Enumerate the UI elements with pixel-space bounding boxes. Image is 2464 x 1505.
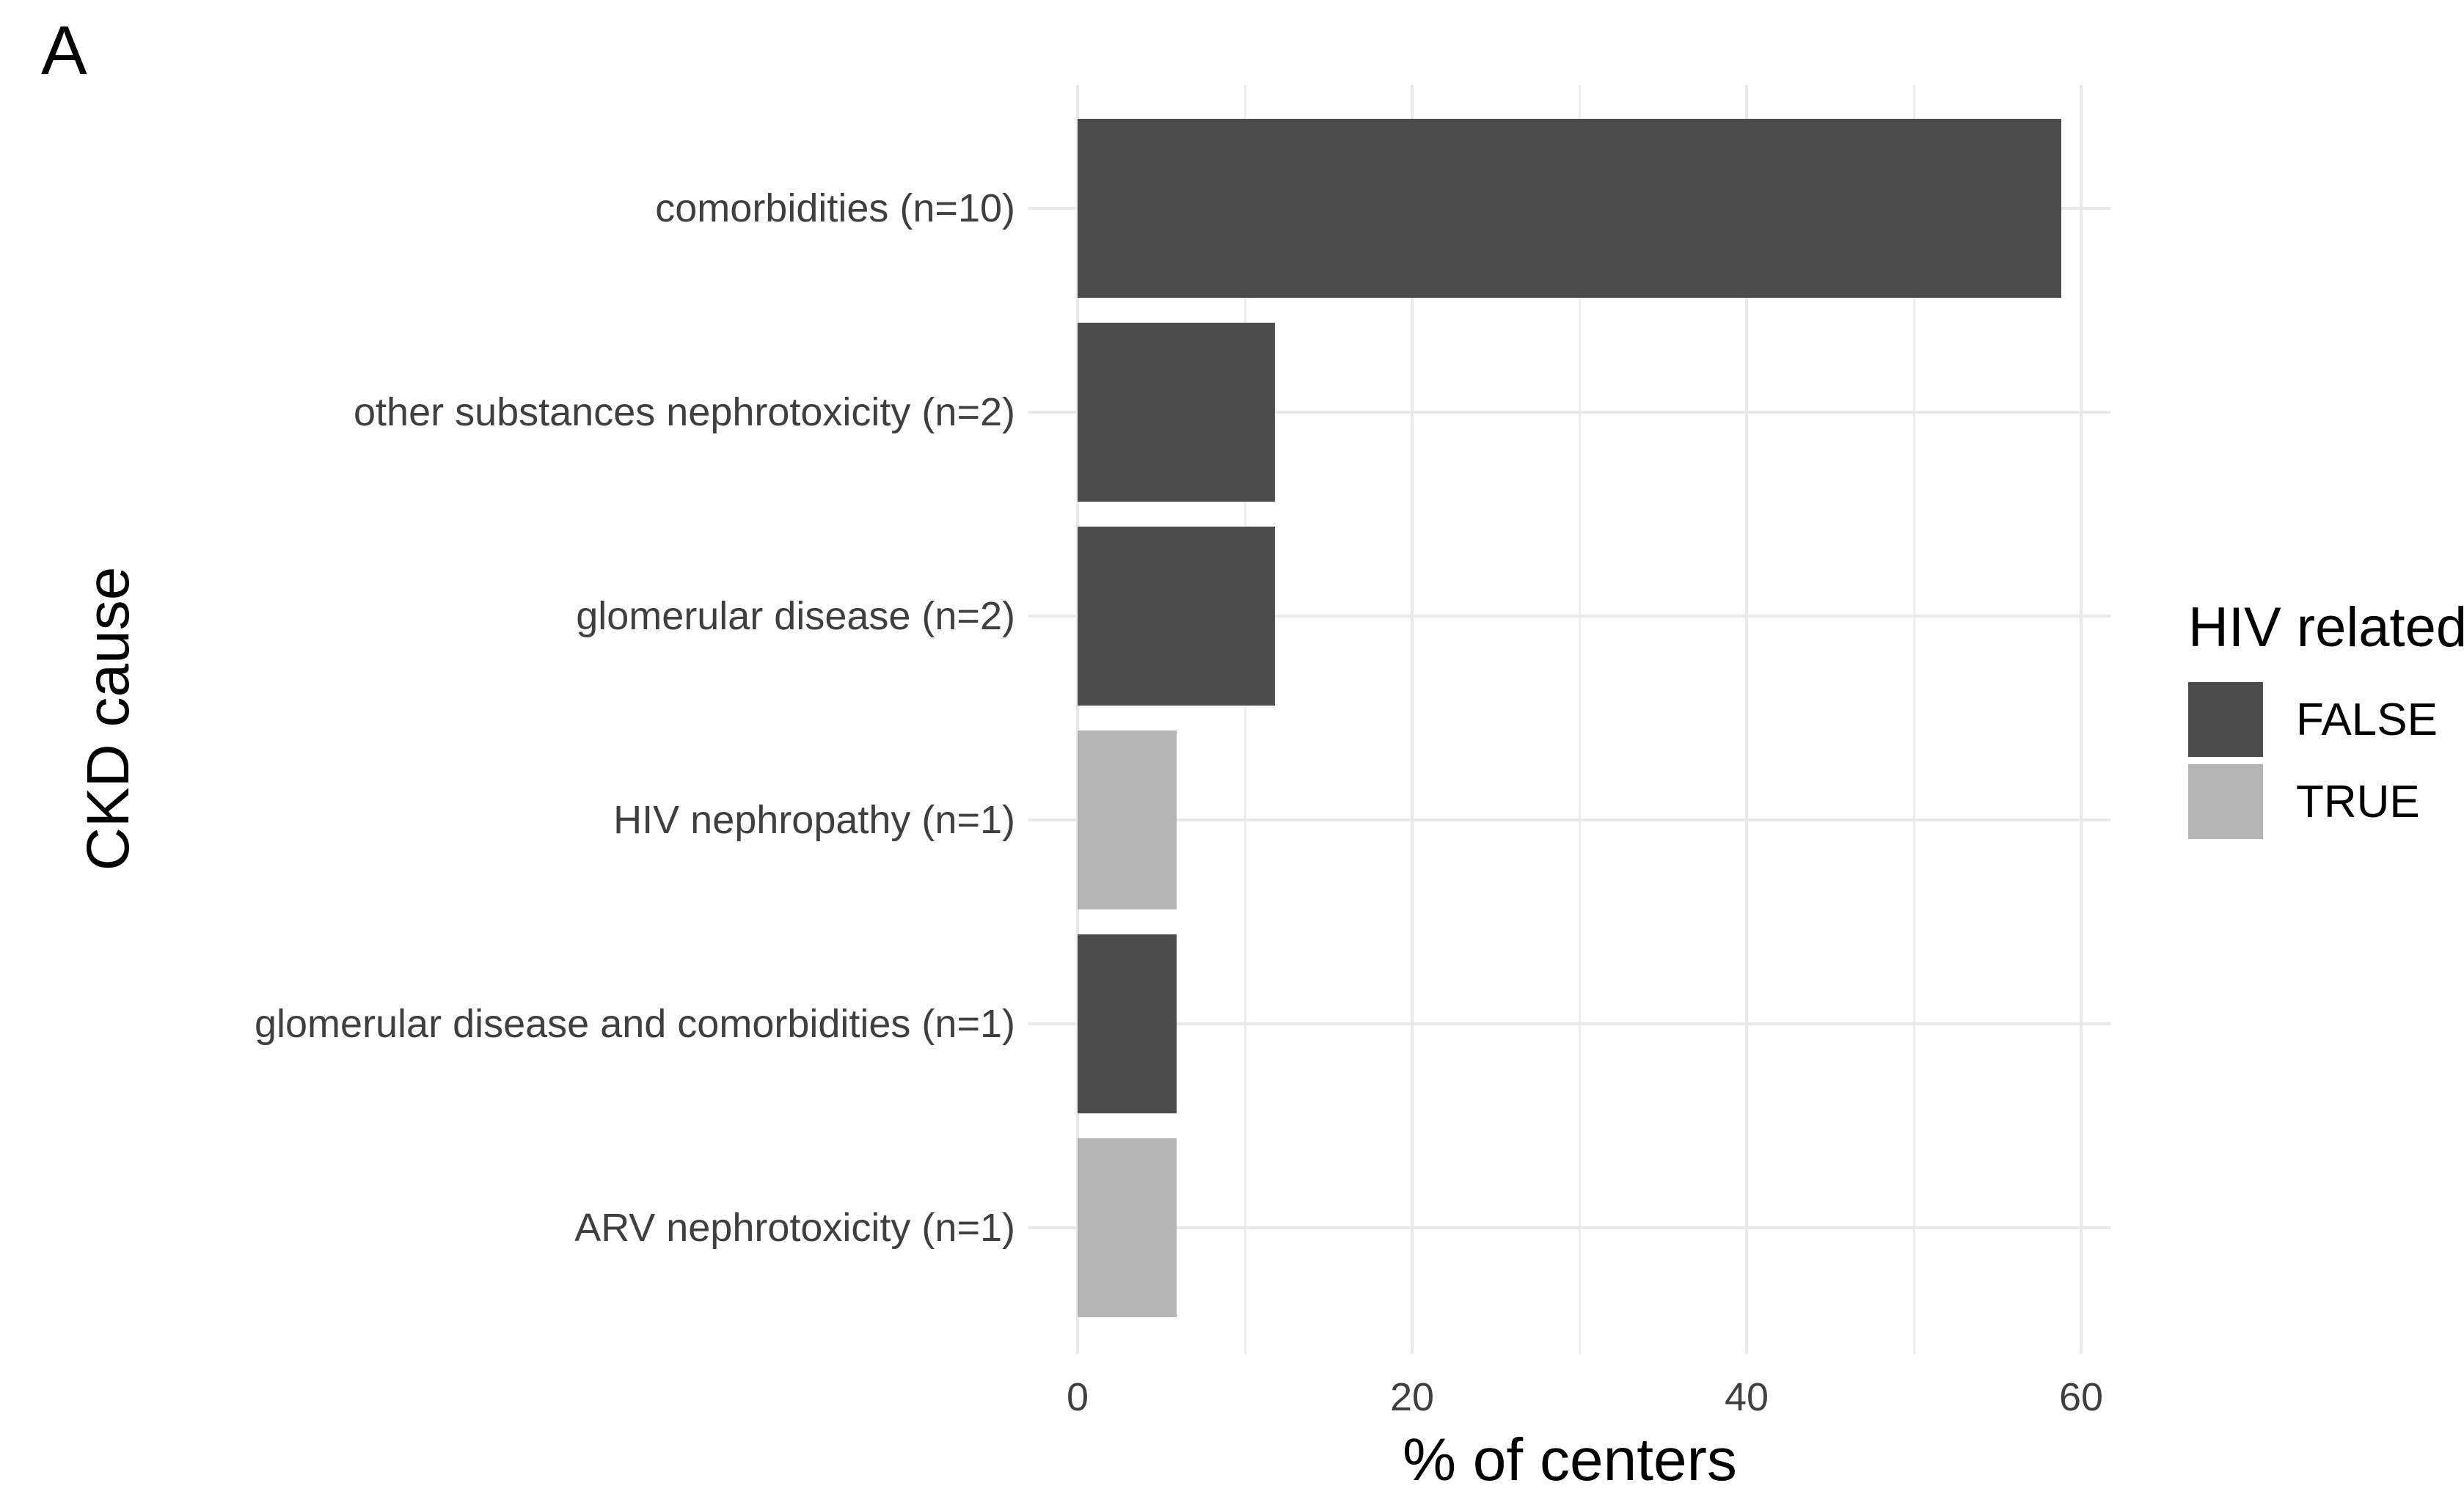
- x-axis-title: % of centers: [1403, 1427, 1737, 1493]
- legend-entry-label: TRUE: [2296, 776, 2420, 827]
- legend-key-swatch: [2188, 682, 2263, 757]
- legend-entry: FALSE: [2188, 682, 2464, 757]
- legend-title: HIV related: [2188, 596, 2464, 659]
- major-gridline: [1411, 85, 1414, 1354]
- y-axis-label: HIV nephropathy (n=1): [613, 798, 1015, 842]
- legend-entries: FALSE TRUE: [2188, 682, 2464, 839]
- plot-panel: [1028, 85, 2110, 1354]
- x-axis-tick-label: 40: [1724, 1375, 1769, 1419]
- x-axis-tick-label: 60: [2058, 1375, 2104, 1419]
- y-axis-label: glomerular disease and comorbidities (n=…: [254, 1002, 1015, 1046]
- bar: [1078, 323, 1276, 502]
- x-axis-tick-label: 20: [1389, 1375, 1435, 1419]
- y-axis-label: ARV nephrotoxicity (n=1): [574, 1206, 1015, 1250]
- legend-entry-label: FALSE: [2296, 694, 2438, 745]
- legend: HIV related FALSE TRUE: [2188, 600, 2464, 846]
- category-gridline: [1028, 411, 2110, 414]
- category-gridline: [1028, 1226, 2110, 1229]
- minor-gridline: [1578, 85, 1581, 1354]
- panel-tag: A: [41, 12, 87, 89]
- major-gridline: [2080, 85, 2083, 1354]
- y-axis-title: CKD cause: [75, 566, 142, 871]
- minor-gridline: [1243, 85, 1246, 1354]
- bar: [1078, 730, 1177, 909]
- y-axis-label: other substances nephrotoxicity (n=2): [354, 390, 1015, 434]
- x-axis-tick-label: 0: [1066, 1375, 1089, 1419]
- legend-key-swatch: [2188, 764, 2263, 839]
- category-gridline: [1028, 615, 2110, 618]
- legend-entry: TRUE: [2188, 764, 2464, 839]
- category-gridline: [1028, 819, 2110, 821]
- y-axis-label: comorbidities (n=10): [655, 186, 1015, 230]
- major-gridline: [1745, 85, 1748, 1354]
- major-gridline: [1076, 85, 1079, 1354]
- y-axis-label: glomerular disease (n=2): [576, 594, 1015, 638]
- bar: [1078, 527, 1276, 706]
- bar: [1078, 1138, 1177, 1317]
- minor-gridline: [1912, 85, 1915, 1354]
- bar: [1078, 119, 2061, 298]
- bar: [1078, 934, 1177, 1113]
- category-gridline: [1028, 1022, 2110, 1025]
